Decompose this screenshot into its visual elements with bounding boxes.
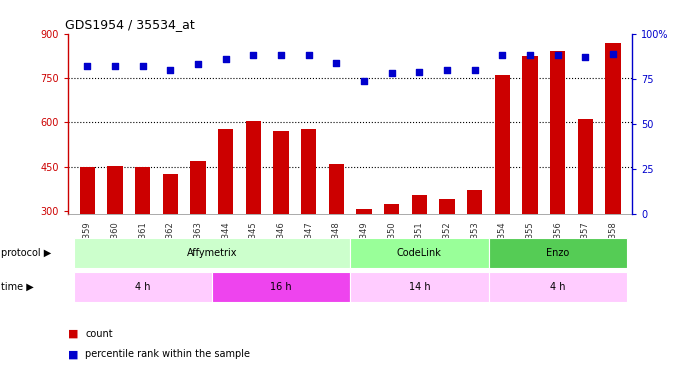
- Point: [552, 53, 563, 58]
- Point: [137, 63, 148, 69]
- Point: [275, 53, 286, 58]
- Bar: [73, 272, 212, 302]
- Point: [580, 54, 591, 60]
- Point: [386, 70, 397, 76]
- Text: Enzo: Enzo: [546, 248, 569, 258]
- Bar: [350, 272, 488, 302]
- Point: [165, 67, 176, 73]
- Bar: [135, 166, 150, 299]
- Bar: [107, 166, 122, 299]
- Point: [497, 53, 508, 58]
- Point: [82, 63, 92, 69]
- Bar: [350, 238, 488, 268]
- Point: [303, 53, 314, 58]
- Text: ■: ■: [68, 350, 78, 359]
- Bar: [605, 43, 621, 299]
- Bar: [384, 204, 399, 299]
- Text: 4 h: 4 h: [135, 282, 150, 292]
- Text: ■: ■: [68, 329, 78, 339]
- Bar: [245, 121, 261, 299]
- Bar: [522, 56, 538, 299]
- Bar: [190, 161, 205, 299]
- Point: [441, 67, 452, 73]
- Bar: [495, 75, 510, 299]
- Point: [469, 67, 480, 73]
- Bar: [273, 130, 288, 299]
- Text: 16 h: 16 h: [270, 282, 292, 292]
- Text: CodeLink: CodeLink: [397, 248, 442, 258]
- Text: protocol ▶: protocol ▶: [1, 248, 51, 258]
- Bar: [550, 51, 565, 299]
- Point: [248, 53, 259, 58]
- Bar: [467, 190, 482, 299]
- Bar: [578, 119, 593, 299]
- Bar: [212, 272, 350, 302]
- Point: [220, 56, 231, 62]
- Point: [192, 62, 203, 68]
- Bar: [439, 199, 455, 299]
- Bar: [73, 238, 350, 268]
- Bar: [301, 129, 316, 299]
- Text: count: count: [85, 329, 113, 339]
- Text: percentile rank within the sample: percentile rank within the sample: [85, 350, 250, 359]
- Bar: [488, 238, 627, 268]
- Bar: [488, 272, 627, 302]
- Point: [524, 53, 535, 58]
- Text: 14 h: 14 h: [409, 282, 430, 292]
- Point: [331, 60, 342, 66]
- Point: [608, 51, 619, 57]
- Bar: [80, 166, 95, 299]
- Text: GDS1954 / 35534_at: GDS1954 / 35534_at: [65, 18, 195, 31]
- Point: [358, 78, 369, 84]
- Text: time ▶: time ▶: [1, 282, 33, 292]
- Bar: [163, 174, 178, 299]
- Bar: [412, 195, 427, 299]
- Bar: [218, 129, 233, 299]
- Bar: [356, 209, 372, 299]
- Text: 4 h: 4 h: [550, 282, 566, 292]
- Point: [109, 63, 120, 69]
- Text: Affymetrix: Affymetrix: [186, 248, 237, 258]
- Bar: [328, 164, 344, 299]
- Point: [414, 69, 425, 75]
